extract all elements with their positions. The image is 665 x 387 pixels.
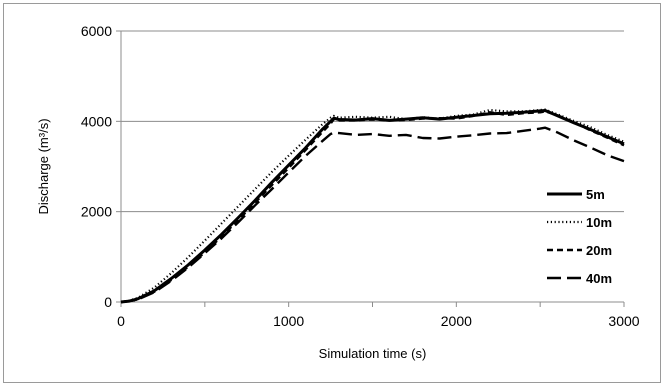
series-line-5m bbox=[120, 109, 625, 304]
chart-frame: 0 2000 4000 6000 0 1000 2000 3000 Discharge (m³… bbox=[3, 3, 661, 383]
legend-label-5m: 5m bbox=[586, 187, 605, 202]
x-axis-title: Simulation time (s) bbox=[319, 346, 427, 361]
y-tick-label: 2000 bbox=[81, 204, 112, 220]
x-tick-label: 3000 bbox=[608, 313, 639, 329]
y-tick-label: 0 bbox=[104, 294, 112, 310]
legend-label-10m: 10m bbox=[586, 215, 612, 230]
y-axis-title: Discharge (m³/s) bbox=[36, 118, 51, 214]
legend-label-20m: 20m bbox=[586, 243, 612, 258]
y-tick-label: 4000 bbox=[81, 113, 112, 129]
x-tick-label: 2000 bbox=[441, 313, 472, 329]
legend: 5m 10m 20m 40m bbox=[547, 187, 612, 286]
legend-label-40m: 40m bbox=[586, 271, 612, 286]
series-line-40m bbox=[120, 126, 625, 304]
x-tick-label: 1000 bbox=[273, 313, 304, 329]
y-tick-label: 6000 bbox=[81, 23, 112, 39]
x-tick-label: 0 bbox=[117, 313, 125, 329]
series-line-10m bbox=[120, 108, 625, 304]
chart-canvas: 0 2000 4000 6000 0 1000 2000 3000 Discharge (m³… bbox=[36, 23, 640, 361]
series-line-20m bbox=[120, 110, 625, 304]
